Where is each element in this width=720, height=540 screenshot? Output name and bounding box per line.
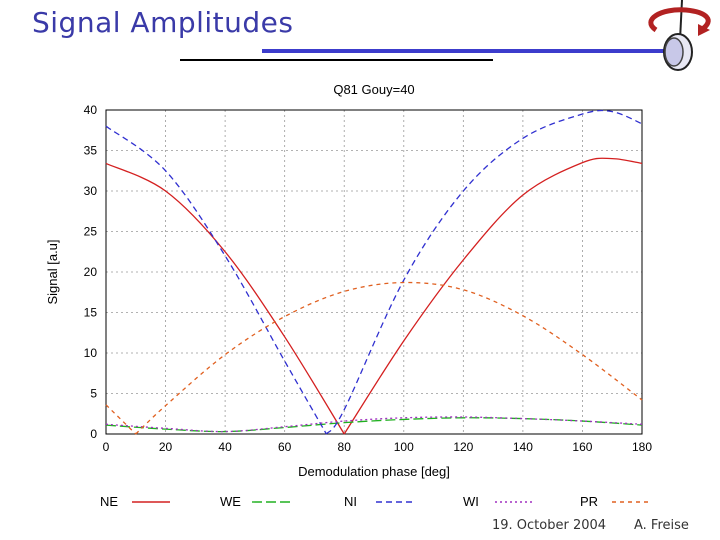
x-tick-label: 0 (103, 440, 110, 454)
x-tick-label: 140 (513, 440, 533, 454)
title-underline-blue (262, 49, 670, 53)
legend-label-ni: NI (344, 494, 357, 509)
series-lines (105, 109, 643, 435)
plot-frame (105, 109, 643, 435)
grid-lines (106, 110, 642, 434)
series-line-wi (105, 416, 643, 433)
pendulum-logo-icon (648, 0, 711, 71)
series-line-ni (325, 109, 643, 435)
series-line-ne (343, 157, 643, 435)
y-tick-label: 30 (84, 184, 98, 198)
tick-labels: 0 20 40 60 80 100 120 140 160 180 0 5 10 15 20 25 30 35 40 (84, 103, 653, 454)
legend-label-ne: NE (100, 494, 118, 509)
y-tick-label: 20 (84, 265, 98, 279)
x-tick-label: 80 (338, 440, 352, 454)
y-tick-label: 15 (84, 306, 98, 320)
y-tick-label: 0 (90, 427, 97, 441)
series-line-we (105, 417, 643, 433)
y-axis-label: Signal [a.u] (45, 239, 60, 304)
legend-label-pr: PR (580, 494, 598, 509)
signal-chart: 0 20 40 60 80 100 120 140 160 180 0 5 10 15 20 25 30 35 40… (45, 82, 653, 509)
series-line-pr (105, 404, 137, 435)
footer-author: A. Freise (634, 518, 689, 533)
x-tick-label: 40 (218, 440, 232, 454)
y-tick-label: 25 (84, 225, 98, 239)
series-line-ne (105, 162, 345, 435)
footer-date: 19. October 2004 (492, 518, 607, 533)
chart-legend: NE WE NI WI PR (100, 494, 650, 509)
legend-label-we: WE (220, 494, 241, 509)
legend-label-wi: WI (463, 494, 479, 509)
series-line-pr (135, 281, 643, 435)
x-axis-label: Demodulation phase [deg] (298, 464, 450, 479)
chart-title: Q81 Gouy=40 (333, 82, 414, 97)
x-tick-label: 20 (159, 440, 173, 454)
x-tick-label: 180 (632, 440, 652, 454)
x-tick-label: 60 (278, 440, 292, 454)
title-underline-black (180, 59, 493, 61)
y-tick-label: 40 (84, 103, 98, 117)
y-tick-label: 5 (90, 387, 97, 401)
y-tick-label: 10 (84, 346, 98, 360)
x-tick-label: 160 (572, 440, 592, 454)
series-line-ni (105, 125, 327, 435)
x-tick-label: 120 (453, 440, 473, 454)
x-tick-label: 100 (394, 440, 414, 454)
y-tick-label: 35 (84, 144, 98, 158)
slide-title: Signal Amplitudes (32, 6, 294, 39)
